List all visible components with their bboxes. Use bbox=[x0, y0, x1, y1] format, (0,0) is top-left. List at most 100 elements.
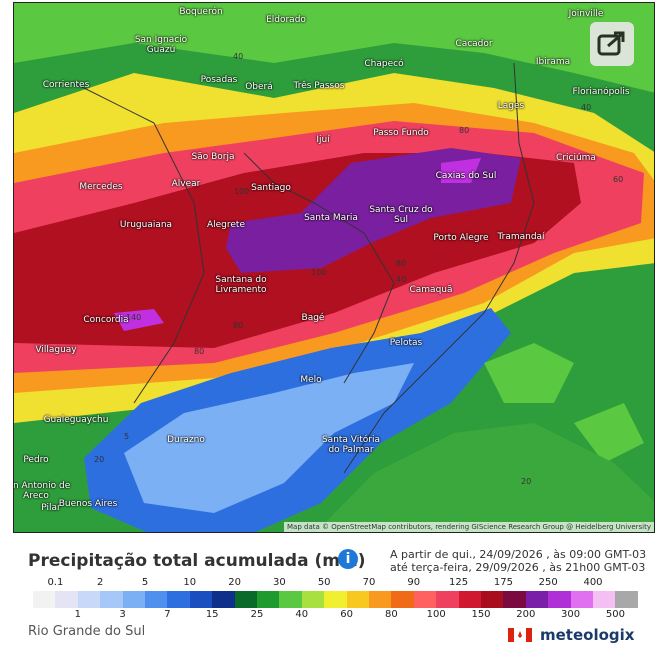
color-swatch bbox=[212, 591, 236, 608]
info-button[interactable]: i bbox=[338, 549, 358, 569]
scale-label-bottom: 7 bbox=[164, 609, 171, 620]
place-label: Santiago bbox=[251, 183, 291, 193]
color-swatch bbox=[145, 591, 168, 608]
period-end: até terça-feira, 29/09/2026 , às 21h00 G… bbox=[390, 561, 646, 574]
place-label: Eldorado bbox=[266, 15, 306, 25]
field-green-south bbox=[315, 423, 654, 532]
contour-label: 40 bbox=[396, 275, 407, 284]
precip-field bbox=[14, 3, 654, 532]
contour-label: 80 bbox=[396, 259, 407, 268]
field-magenta bbox=[114, 158, 481, 331]
legend-title: Precipitação total acumulada (mm) bbox=[28, 551, 366, 571]
scale-label-bottom: 300 bbox=[561, 609, 581, 620]
color-swatch bbox=[55, 591, 79, 608]
contour-label: 80 bbox=[459, 126, 470, 135]
scale-label-top: 400 bbox=[583, 577, 603, 588]
place-label: Gualeguaychu bbox=[43, 415, 109, 425]
brand: meteologix bbox=[540, 626, 635, 644]
field-green-patch bbox=[484, 343, 644, 463]
contour-label: 40 bbox=[233, 52, 244, 61]
place-label: Ijuí bbox=[316, 135, 330, 145]
color-swatch bbox=[167, 591, 191, 608]
place-label: Santa Cruz do Sul bbox=[369, 205, 433, 225]
contour-label: 60 bbox=[613, 175, 624, 184]
scale-label-bottom: 150 bbox=[471, 609, 491, 620]
scale-label-top: 5 bbox=[141, 577, 149, 588]
contour-label: 5 bbox=[124, 432, 130, 441]
place-label: Melo bbox=[300, 375, 322, 385]
field-light-blue bbox=[124, 363, 414, 513]
place-label: Posadas bbox=[200, 75, 238, 85]
color-swatch bbox=[324, 591, 348, 608]
scale-label-top: 50 bbox=[317, 577, 331, 588]
place-label: Pelotas bbox=[389, 338, 423, 348]
scale-label-top: 125 bbox=[449, 577, 469, 588]
place-label: Ibirama bbox=[535, 57, 571, 67]
scale-label-bottom: 60 bbox=[340, 609, 353, 620]
color-swatch bbox=[548, 591, 572, 608]
flag-icon bbox=[508, 628, 532, 642]
place-label: Chapecó bbox=[364, 59, 404, 69]
place-label: Passo Fundo bbox=[373, 128, 429, 138]
place-label: Concordia bbox=[83, 315, 129, 325]
color-swatch bbox=[391, 591, 415, 608]
color-swatch bbox=[436, 591, 460, 608]
place-label: Florianópolis bbox=[572, 87, 630, 97]
place-label: Caxias do Sul bbox=[435, 171, 497, 181]
color-swatch bbox=[234, 591, 258, 608]
place-label: San Antonio de Areco bbox=[13, 481, 71, 501]
contour-label: 80 bbox=[194, 347, 205, 356]
contour-label: 40 bbox=[581, 103, 592, 112]
contour-label: 80 bbox=[233, 321, 244, 330]
place-label: San Ignacio Guazú bbox=[134, 35, 188, 55]
place-label: Cacador bbox=[455, 39, 493, 49]
place-label: Buenos Aires bbox=[58, 499, 118, 509]
place-label: Santa Maria bbox=[304, 213, 358, 223]
place-label: Porto Alegre bbox=[433, 233, 489, 243]
period-start: A partir de qui., 24/09/2026 , às 09:00 … bbox=[390, 548, 647, 561]
field-light-green bbox=[14, 3, 654, 93]
place-label: Santana do Livramento bbox=[215, 275, 267, 295]
place-label: Tramandaí bbox=[497, 232, 545, 242]
scale-label-bottom: 100 bbox=[426, 609, 446, 620]
scale-label-top: 175 bbox=[493, 577, 513, 588]
scale-label-top: 20 bbox=[228, 577, 241, 588]
place-label: Bagé bbox=[301, 313, 325, 323]
scale-label-bottom: 80 bbox=[385, 609, 398, 620]
scale-label-top: 2 bbox=[97, 577, 104, 588]
place-label: Joinville bbox=[568, 9, 604, 19]
color-swatch bbox=[503, 591, 527, 608]
place-label: Camaquã bbox=[409, 285, 453, 295]
place-label: Lages bbox=[497, 101, 525, 111]
scale-label-top: 0.1 bbox=[47, 577, 64, 588]
map: Boquerón Eldorado Joinville San Ignacio Gua… bbox=[13, 2, 655, 533]
color-swatch bbox=[100, 591, 124, 608]
place-label: São Borja bbox=[191, 152, 235, 162]
color-swatch bbox=[122, 591, 146, 608]
scale-label-top: 10 bbox=[183, 577, 197, 588]
place-label: Três Passos bbox=[293, 81, 345, 91]
contour-label: 100 bbox=[234, 187, 250, 196]
border-line bbox=[73, 62, 535, 474]
place-label: Durazno bbox=[167, 435, 205, 445]
color-swatch bbox=[593, 591, 616, 608]
scale-label-bottom: 200 bbox=[516, 609, 536, 620]
scale-label-top: 70 bbox=[362, 577, 376, 588]
color-swatch bbox=[301, 591, 325, 608]
place-label: Santa Vitória do Palmar bbox=[321, 435, 381, 455]
share-button[interactable] bbox=[590, 22, 634, 66]
color-swatch bbox=[525, 591, 549, 608]
color-swatch bbox=[481, 591, 504, 608]
place-label: Alvear bbox=[171, 179, 201, 189]
contour-label: 140 bbox=[126, 313, 142, 322]
scale-label-bottom: 40 bbox=[295, 609, 309, 620]
place-label: Corrientes bbox=[42, 80, 90, 90]
place-label: Villaguay bbox=[35, 345, 77, 355]
scale-label-top: 250 bbox=[538, 577, 558, 588]
scale-label-bottom: 3 bbox=[119, 609, 126, 620]
color-swatch bbox=[77, 591, 101, 608]
scale-label-top: 30 bbox=[273, 577, 286, 588]
scale-label-top: 90 bbox=[407, 577, 421, 588]
scale-label-bottom: 25 bbox=[250, 609, 264, 620]
scale-label-bottom: 1 bbox=[74, 609, 81, 620]
